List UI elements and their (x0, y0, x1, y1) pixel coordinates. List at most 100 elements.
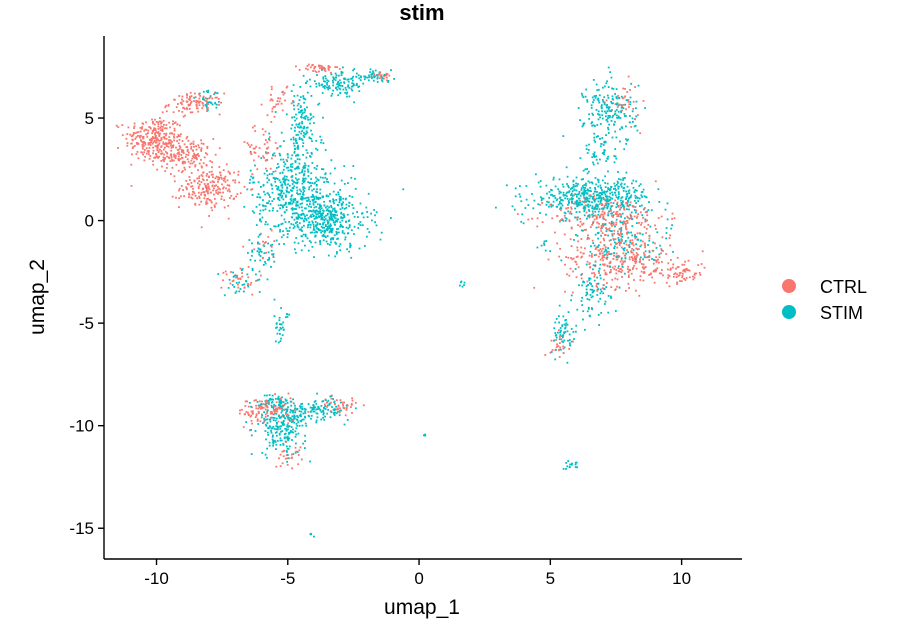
point-stim (581, 296, 583, 299)
point-ctrl (282, 90, 284, 93)
point-stim (580, 229, 583, 232)
point-ctrl (160, 160, 163, 162)
point-stim (365, 206, 368, 209)
point-stim (302, 212, 305, 215)
point-ctrl (698, 272, 701, 274)
point-ctrl (616, 256, 619, 259)
point-stim (360, 76, 362, 79)
point-ctrl (614, 288, 617, 291)
point-stim (264, 205, 267, 208)
point-ctrl (635, 289, 637, 292)
point-stim (375, 224, 378, 227)
point-ctrl (345, 407, 348, 409)
point-stim (597, 314, 600, 316)
point-stim (639, 245, 642, 248)
point-stim (227, 287, 230, 289)
point-stim (617, 104, 620, 107)
point-stim (607, 66, 610, 69)
point-stim (300, 190, 302, 193)
point-stim (579, 194, 582, 197)
point-ctrl (152, 130, 154, 133)
point-stim (604, 300, 607, 303)
point-stim (552, 200, 555, 203)
point-ctrl (164, 170, 167, 172)
point-ctrl (169, 132, 171, 135)
point-stim (280, 204, 282, 206)
point-stim (333, 234, 336, 237)
point-ctrl (154, 145, 157, 148)
point-ctrl (576, 249, 579, 252)
point-ctrl (144, 155, 146, 158)
point-stim (566, 361, 569, 364)
point-ctrl (568, 212, 571, 215)
point-stim (300, 235, 303, 237)
point-ctrl (212, 138, 215, 140)
point-ctrl (692, 275, 694, 278)
point-ctrl (165, 127, 168, 130)
point-stim (597, 135, 599, 137)
point-stim (327, 80, 330, 83)
point-ctrl (279, 407, 282, 410)
point-stim (595, 203, 598, 206)
point-stim (575, 189, 578, 192)
point-stim (609, 207, 612, 210)
point-ctrl (644, 220, 647, 223)
point-ctrl (307, 411, 310, 413)
point-stim (334, 167, 336, 170)
point-stim (625, 193, 628, 196)
point-stim (302, 442, 305, 445)
point-stim (298, 172, 301, 174)
point-ctrl (380, 76, 383, 79)
point-stim (279, 154, 281, 157)
point-ctrl (281, 462, 284, 465)
point-ctrl (597, 249, 600, 252)
point-ctrl (635, 267, 638, 270)
point-stim (282, 329, 285, 331)
point-stim (297, 108, 300, 111)
point-ctrl (617, 254, 620, 257)
point-stim (331, 237, 334, 240)
point-ctrl (163, 137, 166, 140)
point-stim (550, 194, 552, 196)
point-ctrl (626, 233, 628, 235)
point-stim (623, 113, 626, 115)
point-stim (589, 288, 592, 291)
point-ctrl (135, 142, 138, 144)
point-stim (520, 200, 523, 203)
point-stim (574, 185, 577, 188)
point-ctrl (149, 155, 152, 157)
point-stim (595, 205, 598, 208)
point-ctrl (634, 255, 636, 258)
point-stim (218, 100, 220, 103)
point-stim (609, 188, 611, 191)
point-stim (337, 410, 339, 413)
point-ctrl (190, 100, 193, 103)
point-stim (324, 80, 327, 83)
point-stim (282, 234, 285, 236)
point-ctrl (575, 263, 578, 266)
y-axis-ticks: -15-10-505 (69, 109, 104, 538)
point-ctrl (327, 66, 330, 68)
point-stim (613, 123, 615, 126)
point-stim (292, 431, 295, 434)
point-stim (305, 130, 308, 133)
point-stim (330, 216, 333, 218)
point-stim (331, 406, 333, 408)
point-ctrl (597, 226, 600, 229)
point-ctrl (298, 449, 301, 452)
point-stim (301, 202, 303, 205)
point-stim (327, 227, 329, 230)
point-stim (311, 220, 314, 223)
point-stim (268, 398, 271, 401)
point-stim (272, 419, 275, 421)
point-stim (593, 244, 596, 247)
point-ctrl (151, 136, 154, 138)
point-stim (568, 333, 571, 336)
point-ctrl (218, 103, 220, 106)
point-stim (315, 225, 317, 228)
point-ctrl (149, 127, 152, 130)
point-ctrl (388, 74, 391, 77)
point-stim (257, 241, 259, 244)
point-stim (609, 189, 611, 192)
point-ctrl (173, 175, 176, 178)
